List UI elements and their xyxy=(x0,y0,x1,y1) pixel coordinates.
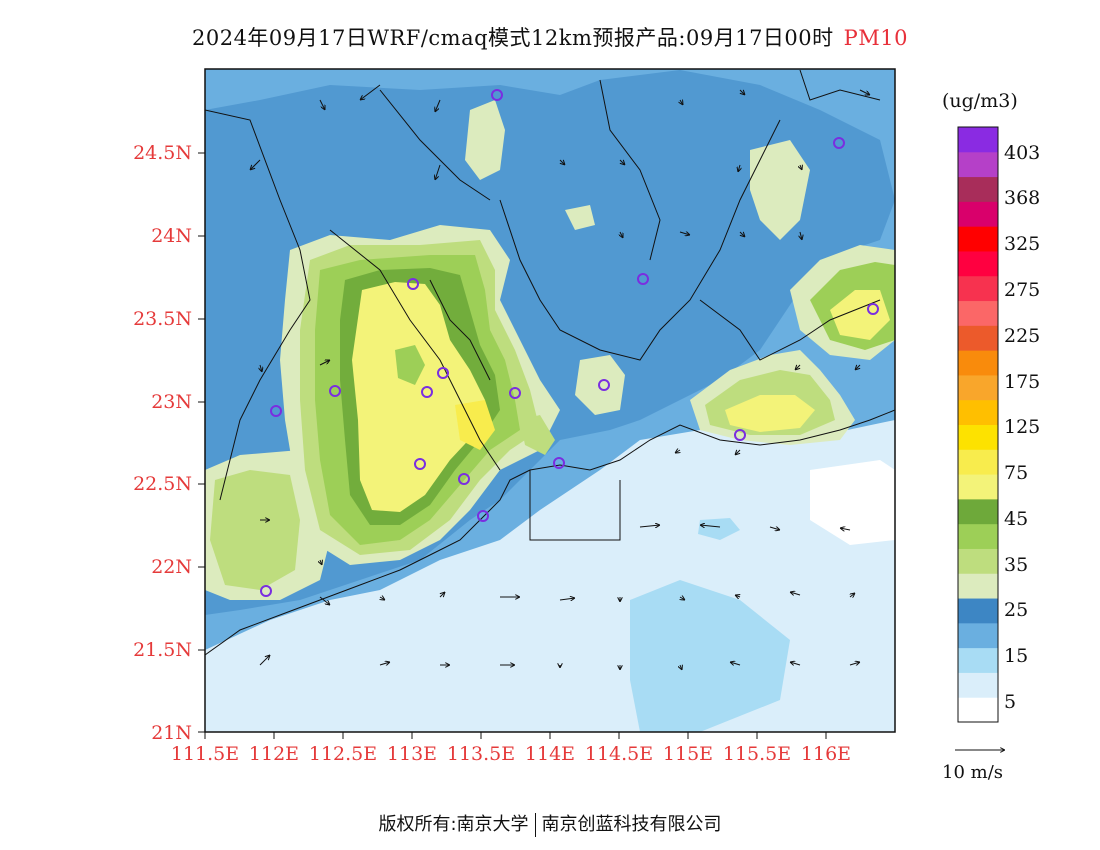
map-title: 2024年09月17日WRF/cmaq模式12km预报产品:09月17日00时 P… xyxy=(0,22,1100,52)
colorbar-swatch xyxy=(958,250,998,277)
colorbar-swatch xyxy=(958,201,998,227)
colorbar-swatch xyxy=(958,697,998,723)
colorbar-swatch xyxy=(958,449,998,475)
longitude-labels: 111.5E 112E 112.5E 113E 113.5E 114E 114.… xyxy=(171,743,851,765)
colorbar-frame xyxy=(957,126,999,723)
colorbar-swatch xyxy=(958,523,998,549)
colorbar-swatch xyxy=(958,622,998,649)
monitoring-stations xyxy=(260,89,879,597)
lon-ticks xyxy=(204,732,827,739)
colorbar-label: 25 xyxy=(1004,599,1028,621)
lon-label: 111.5E xyxy=(171,743,239,765)
colorbar-swatch xyxy=(958,548,998,574)
colorbar-swatch xyxy=(958,672,998,698)
colorbar-swatch xyxy=(958,424,998,450)
lat-label: 22.5N xyxy=(133,473,192,495)
colorbar-swatch xyxy=(958,474,998,500)
lon-label: 115.5E xyxy=(723,743,791,765)
colorbar-label: 225 xyxy=(1004,325,1040,347)
lat-label: 21N xyxy=(151,722,192,744)
lat-label: 22N xyxy=(151,556,192,578)
lon-label: 113.5E xyxy=(447,743,515,765)
lon-label: 112.5E xyxy=(309,743,377,765)
lon-label: 115E xyxy=(663,743,713,765)
colorbar-label: 35 xyxy=(1004,554,1028,576)
colorbar-swatch xyxy=(958,325,998,351)
colorbar-unit: (ug/m3) xyxy=(942,90,1018,112)
copyright-footer: 版权所有:南京大学 南京创蓝科技有限公司 xyxy=(0,810,1100,837)
pollutant-label: PM10 xyxy=(843,26,909,50)
colorbar-label: 125 xyxy=(1004,416,1040,438)
colorbar xyxy=(958,127,998,723)
lat-label: 23.5N xyxy=(133,308,192,330)
colorbar-swatch xyxy=(958,226,998,252)
colorbar-label: 75 xyxy=(1004,462,1028,484)
colorbar-label: 45 xyxy=(1004,508,1028,530)
lon-label: 114E xyxy=(525,743,575,765)
lon-label: 113E xyxy=(387,743,437,765)
colorbar-swatch xyxy=(958,127,998,153)
colorbar-swatch xyxy=(958,647,998,673)
colorbar-swatch xyxy=(958,176,998,202)
footer-separator xyxy=(534,813,536,837)
colorbar-swatch xyxy=(958,598,998,624)
title-text: 2024年09月17日WRF/cmaq模式12km预报产品:09月17日00时 xyxy=(191,26,834,50)
colorbar-swatch xyxy=(958,151,998,178)
org-chuanglan: 南京创蓝科技有限公司 xyxy=(541,814,722,835)
pm10-field xyxy=(205,69,895,732)
colorbar-swatch xyxy=(958,498,998,525)
lon-label: 116E xyxy=(801,743,851,765)
org-nju: 南京大学 xyxy=(456,814,529,835)
colorbar-swatch xyxy=(958,399,998,425)
latitude-labels: 24.5N 24N 23.5N 23N 22.5N 22N 21.5N 21N xyxy=(133,142,192,744)
colorbar-label: 15 xyxy=(1004,645,1028,667)
lat-label: 23N xyxy=(151,391,192,413)
colorbar-label: 325 xyxy=(1004,233,1040,255)
lat-label: 24N xyxy=(151,225,192,247)
colorbar-label: 368 xyxy=(1004,187,1040,209)
colorbar-swatch xyxy=(958,573,998,599)
colorbar-swatch xyxy=(958,300,998,326)
colorbar-label: 275 xyxy=(1004,279,1040,301)
lat-label: 21.5N xyxy=(133,639,192,661)
copyright-label: 版权所有: xyxy=(378,814,457,835)
lat-label: 24.5N xyxy=(133,142,192,164)
colorbar-labels: 403 368 325 275 225 175 125 75 45 35 25 … xyxy=(1004,142,1040,713)
lon-label: 112E xyxy=(249,743,299,765)
colorbar-swatch xyxy=(958,374,998,401)
reference-wind-label: 10 m/s xyxy=(942,762,1003,783)
wind-vectors xyxy=(250,84,870,670)
colorbar-label: 175 xyxy=(1004,371,1040,393)
colorbar-label: 403 xyxy=(1004,142,1040,164)
colorbar-label: 5 xyxy=(1004,691,1016,713)
boundaries xyxy=(205,69,895,656)
lat-ticks xyxy=(198,152,205,733)
colorbar-swatch xyxy=(958,275,998,302)
colorbar-swatch xyxy=(958,350,998,376)
lon-label: 114.5E xyxy=(585,743,653,765)
